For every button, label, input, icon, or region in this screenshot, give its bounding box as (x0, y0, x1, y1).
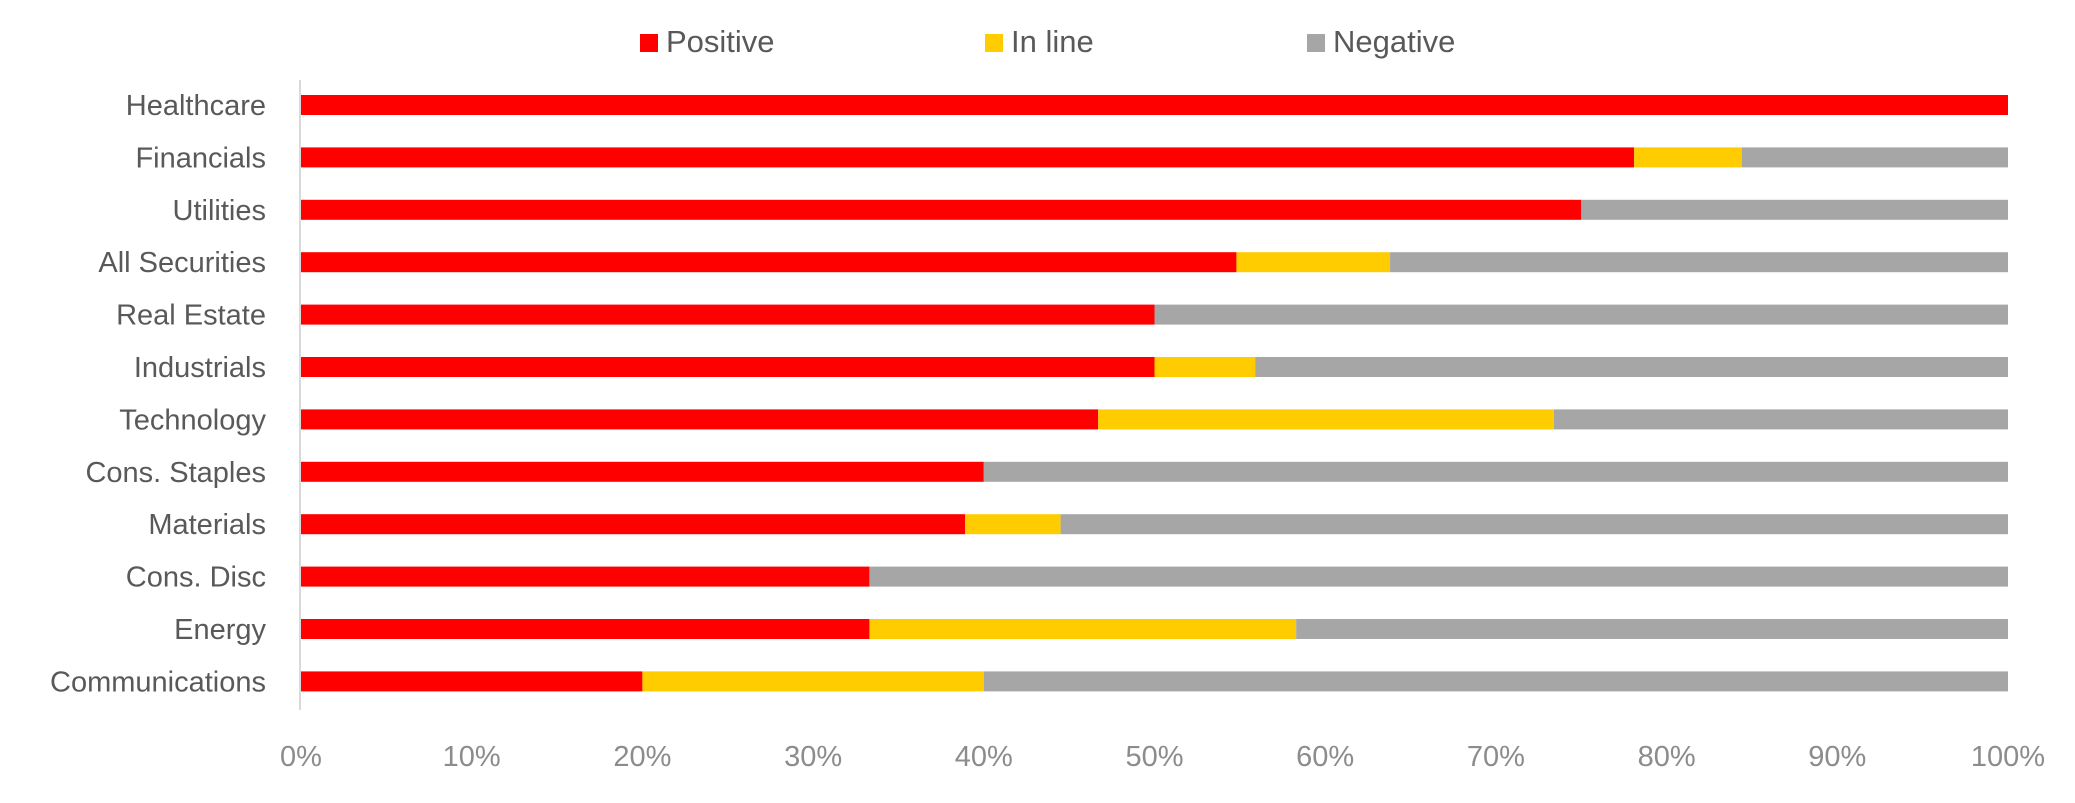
x-tick-label: 40% (955, 741, 1013, 773)
bar-all-securities-positive (301, 252, 1237, 273)
bar-cons-disc-positive (301, 566, 870, 587)
bar-cons-staples-negative (983, 461, 2008, 482)
x-tick-label: 30% (784, 741, 842, 773)
bar-all-securities-in-line (1236, 252, 1391, 273)
x-tick-label: 20% (613, 741, 671, 773)
category-label-materials: Materials (148, 509, 266, 541)
category-label-cons-disc: Cons. Disc (126, 562, 266, 594)
bar-materials-negative (1060, 514, 2008, 535)
bar-financials-negative (1741, 147, 2008, 168)
x-tick-label: 80% (1638, 741, 1696, 773)
category-label-cons-staples: Cons. Staples (85, 457, 266, 489)
x-tick-label: 60% (1296, 741, 1354, 773)
x-tick-label: 0% (280, 741, 322, 773)
category-label-energy: Energy (174, 614, 266, 646)
bar-financials-positive (301, 147, 1635, 168)
bar-energy-in-line (869, 619, 1297, 639)
legend-label-positive: Positive (666, 24, 775, 59)
category-labels: Healthcare Financials Utilities All Securit… (50, 90, 266, 698)
bar-cons-staples-positive (301, 461, 984, 482)
bar-industrials-positive (301, 357, 1155, 377)
category-label-all-securities: All Securities (98, 247, 266, 279)
category-label-technology: Technology (119, 404, 266, 436)
bar-energy-negative (1296, 619, 2008, 639)
bar-communications-positive (301, 671, 643, 692)
bar-materials-positive (301, 514, 966, 535)
bar-materials-in-line (965, 514, 1061, 535)
legend-label-in-line: In line (1011, 24, 1094, 59)
x-tick-label: 10% (443, 741, 501, 773)
bar-industrials-in-line (1154, 357, 1256, 377)
legend-swatch-in-line (985, 34, 1003, 52)
bar-technology-positive (301, 409, 1099, 430)
bar-healthcare-positive (301, 95, 2008, 115)
x-tick-label: 90% (1808, 741, 1866, 773)
bar-all-securities-negative (1390, 252, 2008, 273)
legend-swatch-positive (640, 34, 658, 52)
legend-label-negative: Negative (1333, 24, 1455, 59)
x-tick-label: 50% (1125, 741, 1183, 773)
category-label-real-estate: Real Estate (116, 300, 266, 332)
category-label-utilities: Utilities (173, 195, 266, 227)
bar-utilities-negative (1581, 199, 2008, 220)
category-label-industrials: Industrials (134, 352, 266, 384)
bar-real-estate-positive (301, 304, 1155, 325)
legend-swatch-negative (1307, 34, 1325, 52)
bar-utilities-positive (301, 199, 1582, 220)
bar-cons-disc-negative (869, 566, 2008, 587)
bar-communications-in-line (642, 671, 984, 692)
x-tick-label: 70% (1467, 741, 1525, 773)
category-label-financials: Financials (135, 142, 266, 174)
bar-real-estate-negative (1154, 304, 2008, 325)
category-label-communications: Communications (50, 666, 266, 698)
bar-technology-negative (1553, 409, 2008, 430)
bar-industrials-negative (1255, 357, 2008, 377)
category-label-healthcare: Healthcare (126, 90, 266, 122)
bar-technology-in-line (1098, 409, 1554, 430)
x-tick-label: 100% (1971, 741, 2045, 773)
bar-communications-negative (983, 671, 2008, 692)
bars-group (301, 95, 2008, 692)
legend: Positive In line Negative (640, 24, 1455, 59)
bar-energy-positive (301, 619, 870, 639)
x-axis-ticks: 0% 10% 20% 30% 40% 50% 60% 70% 80% 90% 100% (280, 741, 2045, 773)
bar-financials-in-line (1634, 147, 1742, 168)
